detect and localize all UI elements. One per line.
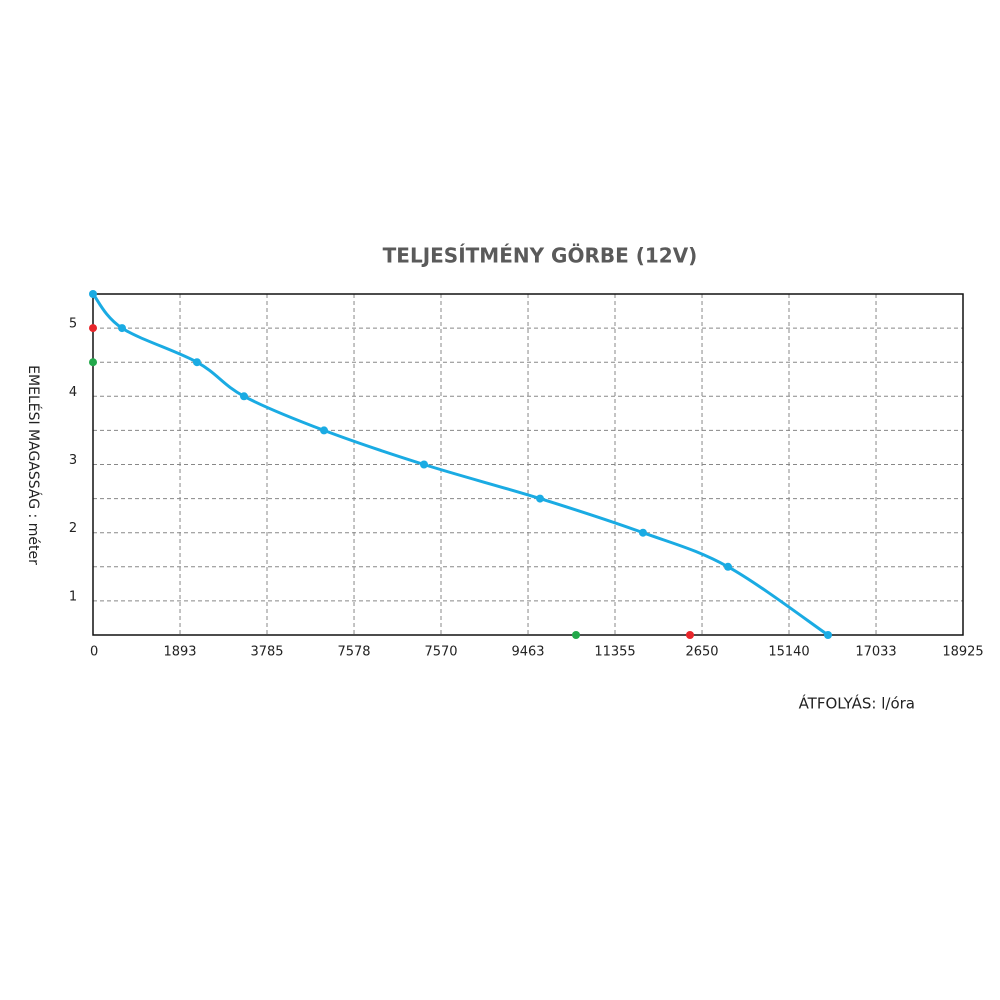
y-tick-label: 3 — [69, 453, 77, 468]
x-tick-label: 18925 — [942, 645, 983, 660]
point — [419, 460, 428, 469]
x-axis-label: ÁTFOLYÁS: l/óra — [799, 694, 915, 713]
point — [823, 631, 832, 639]
chart-title: TELJESÍTMÉNY GÖRBE (12V) — [383, 244, 698, 268]
point — [638, 528, 647, 537]
marker-dot — [89, 324, 97, 333]
point — [723, 562, 732, 571]
y-tick-label: 5 — [69, 317, 77, 332]
point — [118, 324, 127, 333]
y-axis-label: EMELÉSI MAGASSÁG : méter — [25, 365, 42, 565]
x-tick-label: 7570 — [424, 645, 457, 660]
y-tick-label: 1 — [69, 589, 77, 604]
x-tick-label: 1893 — [163, 645, 196, 660]
x-tick-label: 2650 — [685, 645, 718, 660]
point — [320, 426, 329, 435]
point — [536, 494, 545, 503]
marker-dot — [89, 358, 97, 367]
y-tick-label: 2 — [69, 521, 77, 536]
marker-dot — [685, 631, 694, 639]
point — [89, 290, 97, 298]
y-tick-label: 4 — [69, 385, 77, 400]
point — [240, 392, 249, 401]
x-tick-label: 15140 — [768, 645, 809, 660]
x-tick-label: 9463 — [511, 645, 544, 660]
x-tick-label: 7578 — [337, 645, 370, 660]
x-tick-label: 0 — [90, 645, 98, 660]
x-tick-label: 11355 — [594, 645, 635, 660]
point — [192, 358, 201, 367]
plot-frame — [92, 293, 964, 636]
x-tick-label: 3785 — [250, 645, 283, 660]
marker-dot — [572, 631, 581, 639]
x-tick-label: 17033 — [855, 645, 896, 660]
curve — [91, 293, 829, 637]
